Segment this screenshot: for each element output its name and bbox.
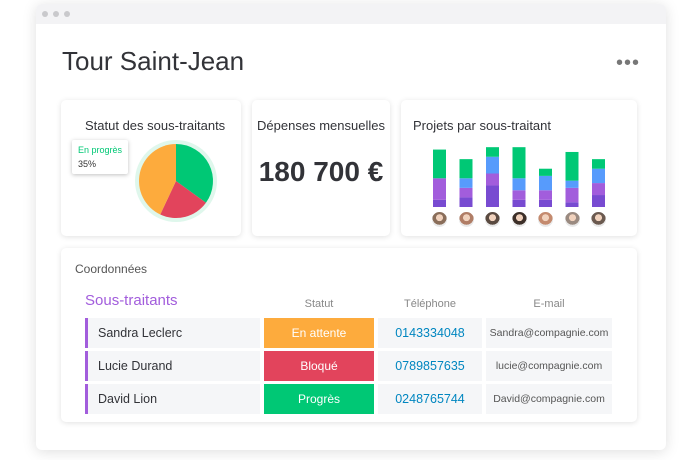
window-chrome <box>36 4 666 24</box>
pie-slice[interactable] <box>139 144 176 215</box>
phone-cell[interactable]: 0143334048 <box>378 318 482 348</box>
statut-card-title: Statut des sous-traitants <box>85 118 226 133</box>
bar-segment[interactable] <box>539 199 552 207</box>
bar-segment[interactable] <box>539 175 552 191</box>
avatar[interactable] <box>564 212 580 227</box>
column-header-telephone[interactable]: Téléphone <box>404 298 456 310</box>
column-header-statut[interactable]: Statut <box>304 298 334 310</box>
bar-segment[interactable] <box>433 178 446 200</box>
monthly-amount: 180 700 € <box>258 156 384 187</box>
pie-slice[interactable] <box>176 144 213 203</box>
contact-name[interactable]: Lucie Durand <box>85 351 260 381</box>
email-cell[interactable]: lucie@compagnie.com <box>486 351 612 381</box>
bar-segment[interactable] <box>433 149 446 179</box>
bar-segment[interactable] <box>565 187 579 203</box>
more-horizontal-icon[interactable]: ••• <box>615 52 640 74</box>
contact-name[interactable]: Sandra Leclerc <box>85 318 260 348</box>
bar-segment[interactable] <box>433 199 446 207</box>
app-window: Tour Saint-Jean ••• Statut des sous-trai… <box>36 4 666 450</box>
bar-segment[interactable] <box>459 159 473 179</box>
column-header-email[interactable]: E-mail <box>533 298 565 310</box>
avatar[interactable] <box>511 212 527 227</box>
bar-segment[interactable] <box>539 168 552 176</box>
bar-segment[interactable] <box>486 185 499 207</box>
statut-card: Statut des sous-traitants En progrès 35% <box>61 100 241 236</box>
window-dot-icon[interactable] <box>42 11 48 17</box>
status-badge[interactable]: Progrès <box>264 384 374 414</box>
bar-segment[interactable] <box>512 178 526 191</box>
coordonnees-card: Coordonnées Sous-traitants Statut Téléph… <box>61 248 637 422</box>
email-cell[interactable]: Sandra@compagnie.com <box>486 318 612 348</box>
bar-segment[interactable] <box>486 173 499 186</box>
tooltip-value: 35% <box>78 159 97 169</box>
phone-cell[interactable]: 0248765744 <box>378 384 482 414</box>
projects-bar-chart[interactable] <box>401 100 637 236</box>
bar-segment[interactable] <box>459 178 473 188</box>
bar-segment[interactable] <box>486 156 499 174</box>
bar-segment[interactable] <box>459 197 473 207</box>
avatar[interactable] <box>591 212 606 227</box>
avatar[interactable] <box>458 212 474 227</box>
phone-cell[interactable]: 0789857635 <box>378 351 482 381</box>
bar-segment[interactable] <box>592 195 605 207</box>
bar-segment[interactable] <box>592 168 605 184</box>
window-dot-icon[interactable] <box>53 11 59 17</box>
avatar[interactable] <box>538 212 553 227</box>
bar-segment[interactable] <box>539 190 552 200</box>
page-title: Tour Saint-Jean <box>62 46 245 76</box>
tooltip-label: En progrès <box>78 145 123 155</box>
email-cell[interactable]: David@compagnie.com <box>486 384 612 414</box>
bar-segment[interactable] <box>459 187 473 198</box>
projets-card: Projets par sous-traitant <box>401 100 637 236</box>
bar-segment[interactable] <box>565 180 579 188</box>
depenses-card-title: Dépenses mensuelles <box>257 118 385 133</box>
contact-name[interactable]: David Lion <box>85 384 260 414</box>
pie-slice[interactable] <box>160 181 206 218</box>
bar-segment[interactable] <box>512 147 526 179</box>
bar-segment[interactable] <box>565 151 579 181</box>
status-badge[interactable]: Bloqué <box>264 351 374 381</box>
bar-segment[interactable] <box>512 199 526 207</box>
bar-segment[interactable] <box>592 159 605 169</box>
bar-segment[interactable] <box>486 147 499 157</box>
group-title[interactable]: Sous-traitants <box>85 292 178 309</box>
window-dot-icon[interactable] <box>64 11 70 17</box>
status-badge[interactable]: En attente <box>264 318 374 348</box>
avatar[interactable] <box>432 212 447 227</box>
depenses-card: Dépenses mensuelles 180 700 € <box>252 100 390 236</box>
projets-card-title: Projets par sous-traitant <box>413 118 552 133</box>
avatar[interactable] <box>485 212 500 227</box>
bar-segment[interactable] <box>512 190 526 200</box>
bar-segment[interactable] <box>565 202 579 207</box>
bar-segment[interactable] <box>592 183 605 196</box>
pie-tooltip: En progrès 35% <box>72 140 129 174</box>
coordonnees-title: Coordonnées <box>75 262 148 276</box>
status-pie-chart[interactable] <box>61 100 241 236</box>
